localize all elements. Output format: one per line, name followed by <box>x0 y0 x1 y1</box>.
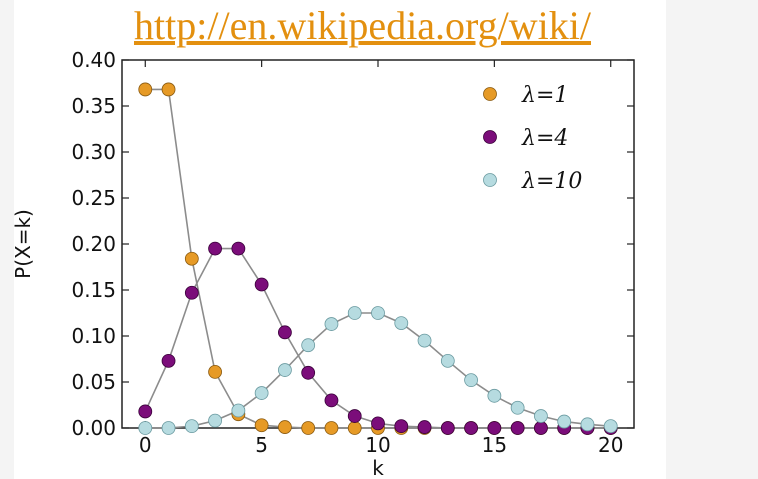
point-lambda-10 <box>510 400 525 415</box>
point-lambda-10 <box>394 316 409 331</box>
point-lambda-10 <box>557 414 572 429</box>
point-lambda-4 <box>417 420 432 434</box>
x-tick-label: 10 <box>365 433 390 457</box>
point-lambda-10 <box>301 338 316 353</box>
wikipedia-link[interactable]: http://en.wikipedia.org/wiki/ <box>134 3 591 48</box>
point-lambda-10 <box>534 409 548 423</box>
x-axis-label: k <box>372 456 384 479</box>
y-tick-label: 0.25 <box>71 186 116 210</box>
point-lambda-1 <box>161 82 176 97</box>
x-tick-label: 0 <box>139 433 152 457</box>
point-lambda-4 <box>138 404 153 419</box>
point-lambda-10 <box>417 333 432 348</box>
point-lambda-4 <box>254 277 269 292</box>
point-lambda-1 <box>184 251 199 266</box>
point-lambda-10 <box>184 419 199 434</box>
point-lambda-10 <box>580 417 595 432</box>
point-lambda-1 <box>254 418 269 433</box>
y-tick-label: 0.35 <box>71 94 116 118</box>
y-tick-label: 0.15 <box>71 278 116 302</box>
point-lambda-4 <box>301 365 316 380</box>
y-tick-label: 0.05 <box>71 370 116 394</box>
legend: λ=1 λ=4 λ=10 <box>483 83 582 194</box>
point-lambda-10 <box>278 363 292 377</box>
point-lambda-10 <box>208 413 222 428</box>
legend-marker-lambda-1 <box>483 87 497 101</box>
point-lambda-10 <box>324 317 339 331</box>
point-lambda-10 <box>464 373 478 388</box>
legend-label-lambda-4: λ=4 <box>521 126 568 151</box>
point-lambda-1 <box>278 420 292 434</box>
y-tick-label: 0.00 <box>71 416 116 440</box>
point-lambda-10 <box>487 388 502 403</box>
legend-marker-lambda-4 <box>483 130 497 144</box>
point-lambda-4 <box>371 416 385 431</box>
x-tick-label: 15 <box>482 433 507 457</box>
point-lambda-10 <box>347 306 362 320</box>
point-lambda-1 <box>301 421 316 435</box>
point-lambda-4 <box>534 421 548 435</box>
legend-marker-lambda-10 <box>483 173 497 187</box>
point-lambda-4 <box>184 285 199 300</box>
legend-label-lambda-1: λ=1 <box>521 83 568 108</box>
point-lambda-10 <box>371 306 385 320</box>
point-lambda-10 <box>161 421 176 435</box>
x-tick-label: 20 <box>598 433 623 457</box>
y-axis-label: P(X=k) <box>11 209 35 279</box>
point-lambda-4 <box>440 421 455 435</box>
point-lambda-4 <box>347 409 362 423</box>
point-lambda-4 <box>464 421 478 435</box>
point-lambda-4 <box>231 241 246 256</box>
point-lambda-10 <box>603 419 618 434</box>
y-tick-label: 0.20 <box>71 232 116 256</box>
x-tick-label: 5 <box>255 433 268 457</box>
point-lambda-1 <box>324 421 339 435</box>
plot-frame <box>121 59 635 429</box>
point-lambda-1 <box>138 82 153 97</box>
point-lambda-4 <box>278 325 292 340</box>
point-lambda-1 <box>208 364 222 379</box>
point-lambda-4 <box>394 419 409 434</box>
point-lambda-4 <box>324 393 339 408</box>
point-lambda-10 <box>138 421 153 435</box>
point-lambda-10 <box>254 386 269 400</box>
point-lambda-4 <box>161 353 176 368</box>
y-tick-label: 0.10 <box>71 324 116 348</box>
legend-label-lambda-10: λ=10 <box>521 169 582 194</box>
point-lambda-1 <box>347 421 362 435</box>
point-lambda-10 <box>231 403 246 418</box>
y-tick-label: 0.30 <box>71 140 116 164</box>
point-lambda-4 <box>487 421 502 435</box>
point-lambda-4 <box>208 241 222 256</box>
point-lambda-4 <box>510 421 525 435</box>
y-tick-label: 0.40 <box>71 48 116 72</box>
point-lambda-10 <box>440 353 455 368</box>
